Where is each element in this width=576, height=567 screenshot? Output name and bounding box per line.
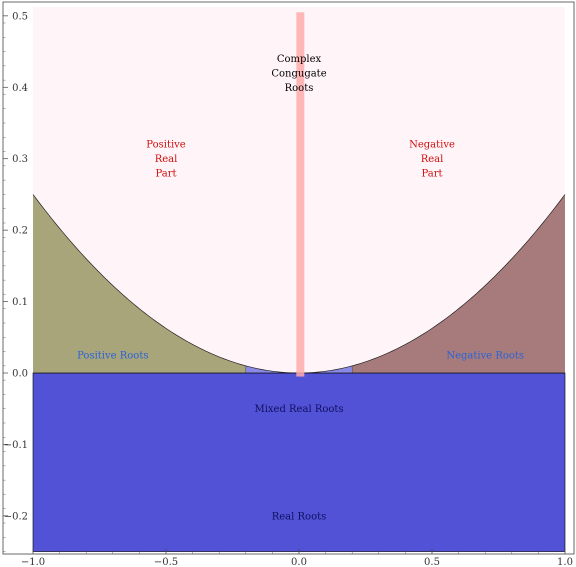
region-labels-layer: Complex Congugate Roots Positive Real Part Neg…	[77, 54, 524, 522]
x-tick-label: 0.5	[424, 557, 440, 567]
region-label-complex: Congugate	[271, 69, 326, 80]
x-tick-label: −1.0	[21, 557, 45, 567]
y-tick-label: 0.1	[12, 297, 28, 308]
vertical-band	[296, 12, 305, 377]
region-label-negative_real_part: Negative	[409, 140, 455, 151]
y-tick-label: 0.4	[12, 83, 28, 94]
negative-roots-region	[352, 194, 565, 373]
y-tick-label: 0.3	[12, 154, 28, 165]
region-label-positive_real_part: Real	[155, 154, 178, 165]
region-label-negative_real_part: Real	[421, 154, 444, 165]
y-tick-label: 0.0	[12, 369, 28, 380]
frame-layer	[2, 1, 575, 555]
x-tick-label: 1.0	[557, 557, 573, 567]
region-label-complex: Roots	[285, 83, 314, 94]
region-label-negative_roots: Negative Roots	[446, 351, 524, 362]
ticks-layer: −1.0 −0.5 0.0 0.5 1.0 −0.2 −0.1 0.0 0.1 0.2 0.3 0.4…	[3, 11, 573, 567]
plot-frame	[2, 1, 575, 555]
vertical-band-layer	[296, 12, 305, 377]
positive-roots-region	[33, 194, 246, 373]
region-label-positive_roots: Positive Roots	[77, 351, 148, 362]
x-tick-label: 0.0	[291, 557, 307, 567]
y-tick-label: 0.5	[12, 11, 28, 22]
region-label-mixed_real_roots: Mixed Real Roots	[254, 404, 343, 415]
region-label-positive_real_part: Part	[155, 169, 176, 180]
x-tick-label: −0.5	[154, 557, 178, 567]
region-label-complex: Complex	[277, 54, 322, 65]
y-tick-label: 0.2	[12, 226, 28, 237]
y-tick-label: −0.2	[4, 511, 28, 522]
region-label-positive_real_part: Positive	[146, 140, 186, 151]
y-tick-label: −0.1	[4, 440, 28, 451]
real-roots-region	[32, 372, 566, 552]
region-label-negative_real_part: Part	[421, 169, 442, 180]
region-label-real_roots: Real Roots	[272, 511, 327, 522]
